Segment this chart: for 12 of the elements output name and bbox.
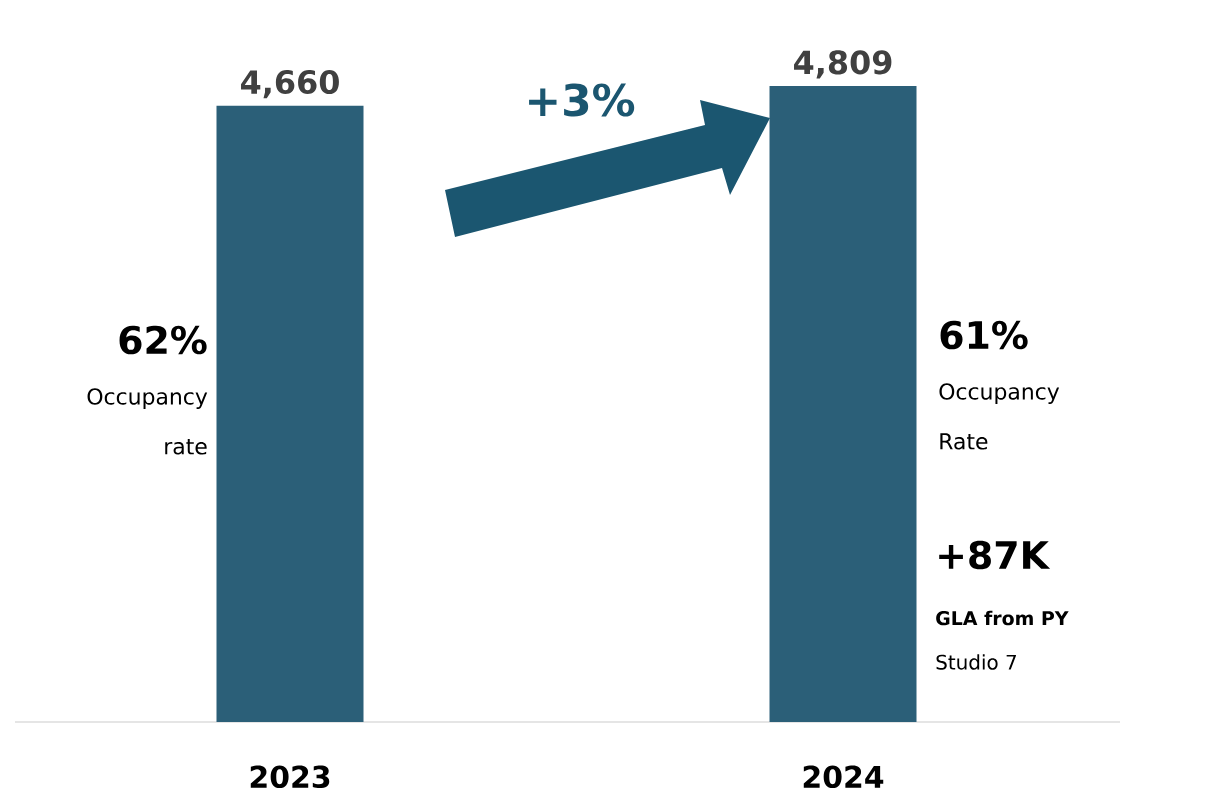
text: Occupancy Rate (939, 383, 1060, 450)
annotation: Studio 7 (936, 654, 1016, 670)
data-label: 4,809 (794, 50, 892, 79)
annotation: GLA from PY (936, 610, 1069, 626)
annotation: +3% (529, 83, 635, 117)
annotation: 61% (940, 320, 1028, 350)
annotation: 62% (119, 325, 207, 355)
x-tick-label: 2024 (803, 765, 884, 789)
text: Occupancy rate (87, 388, 208, 455)
annotation: +87K (939, 540, 1051, 570)
x-tick-label: 2023 (250, 765, 330, 789)
data-label: 4,660 (241, 69, 339, 99)
